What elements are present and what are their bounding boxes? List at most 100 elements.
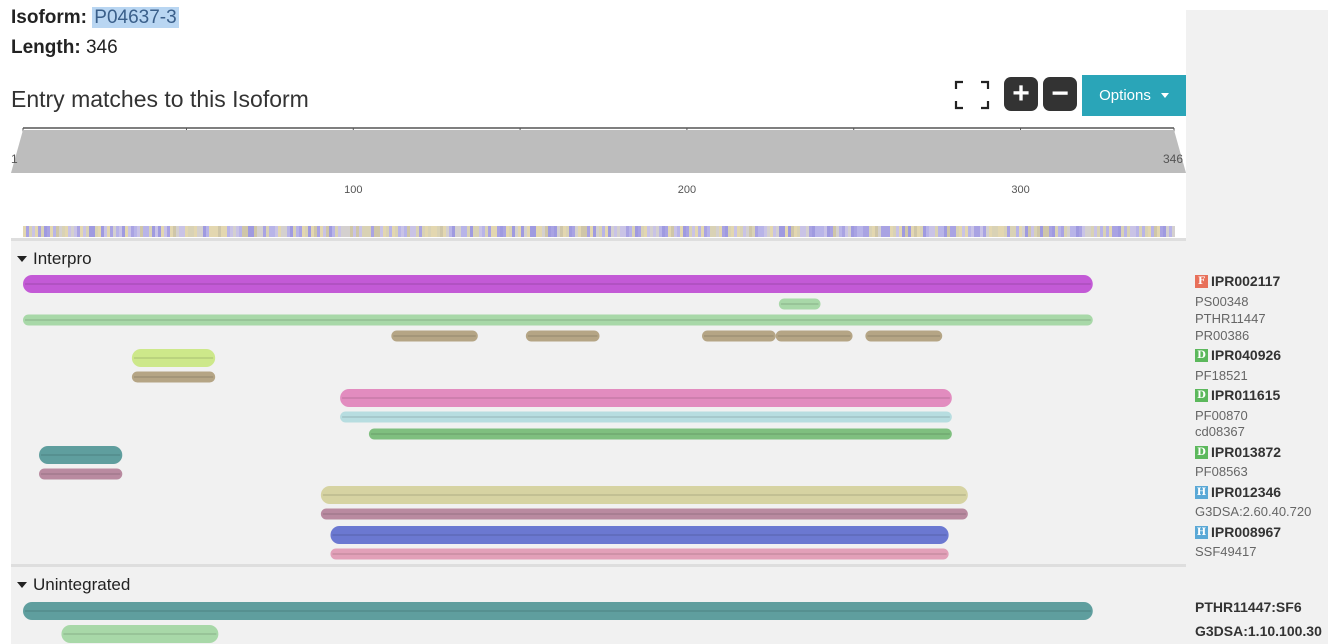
sequence-residue [563,226,566,237]
sequence-residue [590,226,593,237]
sequence-residue [596,226,599,237]
sequence-residue [530,226,533,237]
entry-type-badge: D [1195,388,1208,402]
zoom-brush[interactable] [11,130,1186,173]
sequence-residue [1070,226,1073,237]
feature-IPR040926[interactable] [131,349,216,367]
sequence-residue [398,226,401,237]
sequence-residue [779,226,782,237]
feature-IPR012346[interactable] [320,486,968,504]
sequence-residue [773,226,776,237]
sequence-residue [353,226,356,237]
sequence-residue [392,226,395,237]
sequence-residue [1118,226,1121,237]
interpro-section-toggle[interactable]: Interpro [17,249,92,269]
feature-G3DSA:1.10.100.30[interactable] [61,625,219,643]
feature-IPR011615[interactable] [340,389,952,407]
sequence-residue [542,226,545,237]
sequence-residue [311,226,314,237]
feature-SSF49417[interactable] [330,548,949,560]
feature-PF00870[interactable] [340,411,952,423]
feature-PR00386-a[interactable] [391,330,478,342]
track-label[interactable]: H IPR012346 [1195,484,1281,500]
track-label[interactable]: D IPR040926 [1195,347,1281,363]
sequence-residue [23,226,26,237]
track-label-text: PS00348 [1195,294,1249,309]
feature-PTHR11447[interactable] [23,314,1093,326]
track-label[interactable]: PF00870 [1195,408,1248,423]
sequence-residue [518,226,521,237]
sequence-residue [941,226,944,237]
track-label[interactable]: PS00348 [1195,294,1249,309]
track-label[interactable]: PTHR11447:SF6 [1195,599,1302,615]
track-label[interactable]: PF08563 [1195,464,1248,479]
zoom-out-button[interactable]: − [1043,77,1077,111]
sequence-residue [413,226,416,237]
track-label[interactable]: D IPR011615 [1195,387,1280,403]
feature-PR00386-d[interactable] [775,330,853,342]
sequence-residue [1079,226,1082,237]
sequence-residue [704,226,707,237]
sequence-residue [326,226,329,237]
sequence-residue [494,226,497,237]
unintegrated-section-toggle[interactable]: Unintegrated [17,575,130,595]
sequence-residue [68,226,71,237]
sequence-residue [116,226,119,237]
sequence-residue [719,226,722,237]
sequence-residue [113,226,116,237]
sequence-residue [839,226,842,237]
page-title: Entry matches to this Isoform [11,86,309,112]
sequence-residue [1058,226,1061,237]
isoform-id[interactable]: P04637-3 [92,7,179,28]
feature-PF18521[interactable] [131,371,216,383]
track-label[interactable]: H IPR008967 [1195,524,1281,540]
track-label[interactable]: F IPR002117 [1195,273,1280,289]
feature-IPR002117[interactable] [23,275,1093,293]
feature-G3DSA:2.60.40.720[interactable] [320,508,968,520]
track-label-text: PTHR11447:SF6 [1195,599,1302,615]
track-label[interactable]: G3DSA:2.60.40.720 [1195,504,1311,519]
track-label[interactable]: PR00386 [1195,328,1249,343]
sequence-residue [1016,226,1019,237]
feature-PF08563[interactable] [39,468,123,480]
track-label[interactable]: cd08367 [1195,424,1245,439]
feature-IPR013872[interactable] [39,446,123,464]
sequence-residue [662,226,665,237]
sequence-residue [1172,226,1175,237]
sequence-residue [62,226,65,237]
sequence-residue [104,226,107,237]
feature-PR00386-c[interactable] [702,330,776,342]
options-button[interactable]: Options [1082,75,1186,116]
sequence-residue [203,226,206,237]
feature-PR00386-e[interactable] [865,330,943,342]
sequence-residue [1025,226,1028,237]
sequence-residue [173,226,176,237]
zoom-in-button[interactable]: + [1004,77,1038,111]
sequence-residue [137,226,140,237]
sequence-residue [1103,226,1106,237]
sequence-residue [152,226,155,237]
sequence-residue [536,226,539,237]
track-label[interactable]: PF18521 [1195,368,1248,383]
fullscreen-icon[interactable] [952,78,992,112]
feature-cd08367[interactable] [368,428,952,440]
track-label[interactable]: PTHR11447 [1195,311,1266,326]
feature-PTHR11447:SF6[interactable] [23,602,1093,620]
feature-IPR008967[interactable] [330,526,949,544]
sequence-residue [176,226,179,237]
sequence-residue [1091,226,1094,237]
track-label[interactable]: D IPR013872 [1195,444,1281,460]
sequence-residue [1139,226,1142,237]
sequence-residue [143,226,146,237]
sequence-residue [383,226,386,237]
sequence-residue [539,226,542,237]
feature-PR00386-b[interactable] [525,330,600,342]
sequence-residue [812,226,815,237]
sequence-residue [512,226,515,237]
track-label-text: PF08563 [1195,464,1248,479]
sequence-residue [107,226,110,237]
track-label[interactable]: SSF49417 [1195,544,1256,559]
feature-PS00348[interactable] [778,298,821,310]
track-label[interactable]: G3DSA:1.10.100.30 [1195,623,1322,639]
